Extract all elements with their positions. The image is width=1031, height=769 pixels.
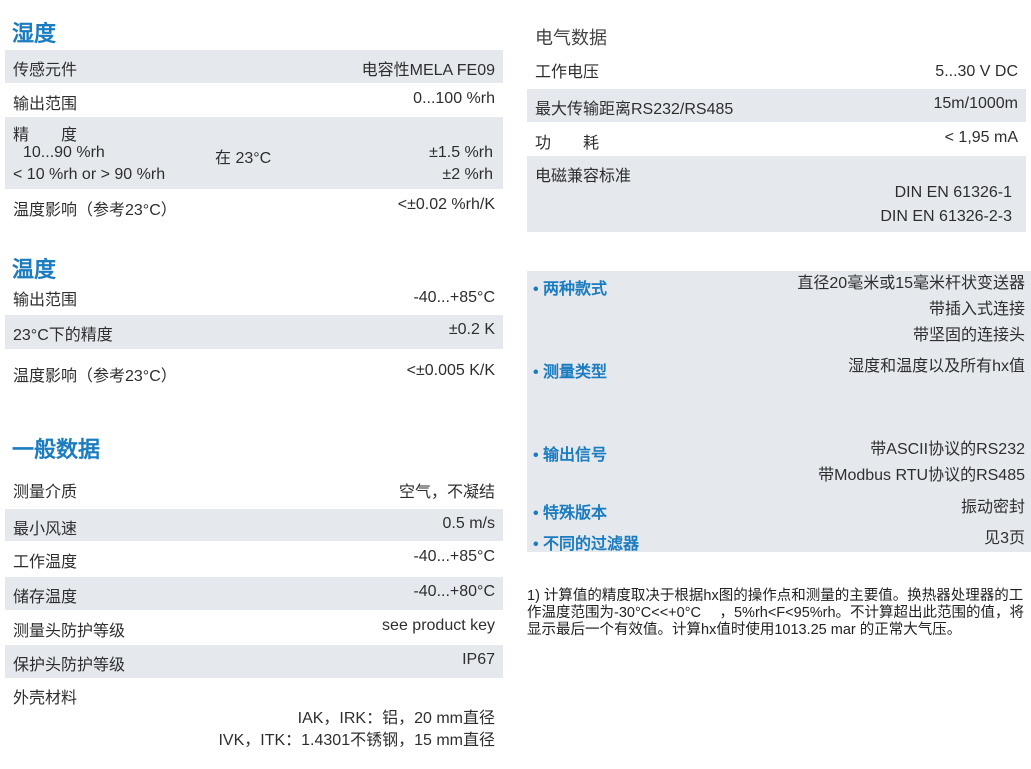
spec-value: 电容性MELA FE09 bbox=[361, 62, 495, 79]
accuracy-value: ±1.5 %rh bbox=[429, 144, 493, 161]
spec-value: DIN EN 61326-1 bbox=[894, 184, 1012, 201]
spec-value: 0.5 m/s bbox=[442, 515, 495, 532]
feature-label: • 输出信号 bbox=[533, 447, 608, 464]
spec-label: 23°C下的精度 bbox=[13, 327, 113, 344]
spec-label: 输出范围 bbox=[13, 96, 78, 113]
footnote: 1) 计算值的精度取决于根据hx图的操作点和测量的主要值。换热器处理器的工作温度… bbox=[527, 588, 1025, 638]
spec-row-emc: 电磁兼容标准 DIN EN 61326-1 DIN EN 61326-2-3 bbox=[527, 156, 1026, 232]
spec-value: 0...100 %rh bbox=[413, 90, 495, 107]
spec-row: 最小风速 0.5 m/s bbox=[5, 509, 503, 541]
feature-label: • 特殊版本 bbox=[533, 505, 608, 522]
spec-label: 输出范围 bbox=[13, 292, 78, 309]
feature-label: • 两种款式 bbox=[533, 281, 608, 298]
spec-row: 工作温度 -40...+85°C bbox=[5, 542, 503, 577]
spec-row: 测量介质 空气，不凝结 bbox=[5, 472, 503, 508]
spec-row: 保护头防护等级 IP67 bbox=[5, 645, 503, 678]
spec-label: 温度影响（参考23°C） bbox=[13, 368, 177, 385]
feature-value: 带坚固的连接头 bbox=[912, 327, 1025, 344]
feature-value: 带插入式连接 bbox=[928, 301, 1025, 318]
spec-row: 输出范围 0...100 %rh bbox=[5, 84, 503, 117]
feature-values: 直径20毫米或15毫米杆状变送器带插入式连接带坚固的连接头 bbox=[797, 271, 1025, 349]
spec-value: DIN EN 61326-2-3 bbox=[880, 208, 1012, 225]
spec-label: 保护头防护等级 bbox=[13, 657, 126, 674]
feature-value: 直径20毫米或15毫米杆状变送器 bbox=[797, 275, 1025, 292]
spec-row: 温度影响（参考23°C） <±0.005 K/K bbox=[5, 356, 503, 390]
spec-row: 23°C下的精度 ±0.2 K bbox=[5, 315, 503, 349]
spec-label: 外壳材料 bbox=[13, 690, 78, 707]
spec-label: 储存温度 bbox=[13, 589, 78, 606]
accuracy-value: ±2 %rh bbox=[442, 166, 493, 183]
spec-value: 15m/1000m bbox=[933, 95, 1019, 112]
electrical-title: 电气数据 bbox=[535, 28, 607, 48]
feature-value: 见3页 bbox=[984, 530, 1025, 547]
spec-value: see product key bbox=[382, 617, 495, 634]
spec-label: 电磁兼容标准 bbox=[535, 168, 632, 185]
spec-value: -40...+85°C bbox=[413, 548, 495, 565]
spec-row: 功 耗 < 1,95 mA bbox=[527, 123, 1026, 155]
spec-label: 传感元件 bbox=[13, 62, 78, 79]
feature-label: • 不同的过滤器 bbox=[533, 536, 640, 553]
spec-label: 温度影响（参考23°C） bbox=[13, 202, 177, 219]
spec-label: 测量头防护等级 bbox=[13, 623, 126, 640]
spec-label: 最大传输距离RS232/RS485 bbox=[535, 101, 734, 118]
features-box: • 两种款式 直径20毫米或15毫米杆状变送器带插入式连接带坚固的连接头 • 测… bbox=[527, 271, 1031, 553]
spec-row: 传感元件 电容性MELA FE09 bbox=[5, 50, 503, 83]
spec-value: <±0.02 %rh/K bbox=[397, 196, 495, 213]
feature-value: 湿度和温度以及所有hx值 bbox=[848, 358, 1025, 375]
spec-label: 测量介质 bbox=[13, 484, 78, 501]
spec-value: IVK，ITK：1.4301不锈钢，15 mm直径 bbox=[218, 732, 495, 749]
accuracy-range: < 10 %rh or > 90 %rh bbox=[13, 166, 166, 183]
spec-label: 精 度 bbox=[13, 127, 78, 144]
humidity-title: 湿度 bbox=[12, 21, 57, 46]
spec-row: 最大传输距离RS232/RS485 15m/1000m bbox=[527, 89, 1026, 122]
spec-value: 5...30 V DC bbox=[935, 63, 1018, 80]
spec-value: -40...+85°C bbox=[413, 289, 495, 306]
spec-label: 工作电压 bbox=[535, 64, 600, 81]
spec-value: IAK，IRK：铝，20 mm直径 bbox=[297, 710, 495, 727]
accuracy-range: 10...90 %rh bbox=[23, 144, 105, 161]
feature-value: 振动密封 bbox=[960, 499, 1025, 516]
spec-value: < 1,95 mA bbox=[944, 129, 1018, 146]
spec-row-accuracy: 精 度 10...90 %rh 在 23°C ±1.5 %rh < 10 %rh… bbox=[5, 117, 503, 189]
spec-label: 工作温度 bbox=[13, 554, 78, 571]
spec-value: <±0.005 K/K bbox=[406, 362, 495, 379]
general-title: 一般数据 bbox=[12, 437, 101, 462]
spec-row: 工作电压 5...30 V DC bbox=[527, 52, 1026, 88]
spec-row-housing: 外壳材料 IAK，IRK：铝，20 mm直径 IVK，ITK：1.4301不锈钢，… bbox=[5, 678, 503, 753]
spec-label: 最小风速 bbox=[13, 521, 78, 538]
spec-row: 测量头防护等级 see product key bbox=[5, 611, 503, 645]
spec-value: ±0.2 K bbox=[448, 321, 495, 338]
spec-row: 储存温度 -40...+80°C bbox=[5, 577, 503, 610]
spec-value: IP67 bbox=[462, 651, 495, 668]
temperature-title: 温度 bbox=[12, 257, 57, 282]
spec-value: -40...+80°C bbox=[413, 583, 495, 600]
feature-value: 带Modbus RTU协议的RS485 bbox=[818, 467, 1025, 484]
spec-label: 功 耗 bbox=[535, 135, 600, 152]
feature-label: • 测量类型 bbox=[533, 364, 608, 381]
spec-row: 输出范围 -40...+85°C bbox=[5, 280, 503, 314]
spec-value: 空气，不凝结 bbox=[398, 484, 495, 501]
accuracy-condition: 在 23°C bbox=[215, 150, 272, 167]
feature-value: 带ASCII协议的RS232 bbox=[870, 441, 1025, 458]
spec-row: 温度影响（参考23°C） <±0.02 %rh/K bbox=[5, 190, 503, 222]
